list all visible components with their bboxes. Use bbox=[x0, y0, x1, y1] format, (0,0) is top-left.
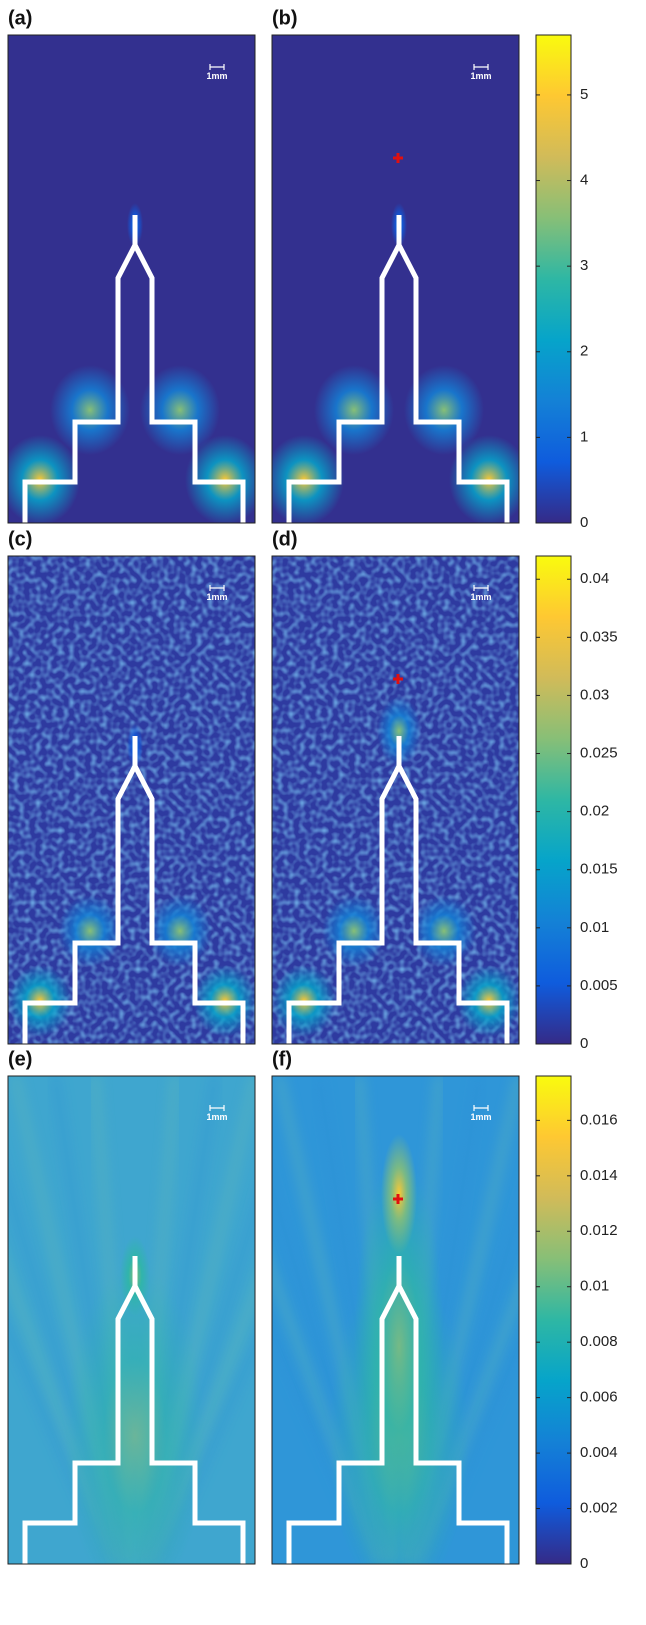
panel: 1mm bbox=[7, 1075, 256, 1565]
noise bbox=[272, 556, 519, 1044]
colorbar bbox=[535, 555, 572, 1045]
colorbar-tick-label: 0.016 bbox=[580, 1111, 618, 1128]
colorbar-tick-label: 0.03 bbox=[580, 686, 609, 703]
colorbar-tick-label: 0 bbox=[580, 1555, 588, 1572]
colorbar-tick-label: 4 bbox=[580, 172, 588, 189]
glow bbox=[65, 1266, 205, 1564]
colorbar bbox=[535, 1075, 572, 1565]
blob bbox=[322, 895, 386, 967]
frame bbox=[7, 1075, 256, 1565]
vessel bbox=[22, 736, 246, 1044]
colorbar-tick-label: 0.005 bbox=[580, 977, 618, 994]
panel: 1mm bbox=[271, 34, 520, 524]
frame bbox=[271, 555, 520, 1045]
panel-label: (b) bbox=[272, 7, 298, 29]
blob bbox=[314, 365, 394, 455]
scale-label: 1mm bbox=[470, 71, 491, 81]
blob bbox=[148, 895, 212, 967]
colorbar-tick-label: 0.015 bbox=[580, 861, 618, 878]
blob bbox=[58, 895, 122, 967]
scale-label: 1mm bbox=[470, 1112, 491, 1122]
colorbar-tick-label: 0.02 bbox=[580, 803, 609, 820]
blob bbox=[449, 435, 519, 523]
panel: 1mm bbox=[271, 1075, 520, 1565]
heatmap-image bbox=[272, 35, 519, 523]
scale-bar bbox=[209, 1105, 225, 1111]
colorbar-tick-label: 0.006 bbox=[580, 1389, 618, 1406]
panel-label: (a) bbox=[8, 7, 32, 29]
heatmap-image bbox=[8, 556, 255, 1044]
panel-label: (c) bbox=[8, 528, 32, 550]
frame bbox=[271, 1075, 520, 1565]
scale-bar bbox=[209, 585, 225, 591]
heatmap-image bbox=[272, 1076, 519, 1564]
panel-label: (f) bbox=[272, 1048, 292, 1070]
colorbar bbox=[535, 34, 572, 524]
heatmap-image bbox=[8, 35, 255, 523]
scale-label: 1mm bbox=[470, 592, 491, 602]
vessel bbox=[286, 736, 510, 1044]
blob bbox=[140, 365, 220, 455]
colorbar-tick-label: 0.025 bbox=[580, 744, 618, 761]
panel: 1mm bbox=[271, 555, 520, 1045]
scale-label: 1mm bbox=[206, 592, 227, 602]
frame bbox=[7, 34, 256, 524]
colorbar-tick-label: 1 bbox=[580, 428, 588, 445]
colorbar-tick-label: 0.002 bbox=[580, 1500, 618, 1517]
heatmap-image bbox=[8, 1076, 255, 1564]
scale-label: 1mm bbox=[206, 71, 227, 81]
vessel bbox=[22, 1256, 246, 1564]
colorbar-tick-label: 0.01 bbox=[580, 1278, 609, 1295]
colorbar-tick-label: 0 bbox=[580, 1035, 588, 1052]
scale-bar bbox=[473, 1105, 489, 1111]
scale-bar bbox=[473, 64, 489, 70]
blob bbox=[404, 365, 484, 455]
colorbar-tick-label: 0.008 bbox=[580, 1333, 618, 1350]
vessel bbox=[22, 215, 246, 523]
frame bbox=[271, 34, 520, 524]
colorbar-tick-label: 0.01 bbox=[580, 919, 609, 936]
blob bbox=[412, 895, 476, 967]
colorbar-tick-label: 0 bbox=[580, 514, 588, 531]
colorbar-tick-label: 3 bbox=[580, 257, 588, 274]
colorbar-tick-label: 2 bbox=[580, 343, 588, 360]
vessel bbox=[286, 1256, 510, 1564]
heatmap-image bbox=[272, 556, 519, 1044]
blob bbox=[354, 1156, 444, 1536]
scale-bar bbox=[209, 64, 225, 70]
colorbar-tick-label: 0.014 bbox=[580, 1167, 618, 1184]
blob bbox=[377, 696, 421, 766]
blob bbox=[50, 365, 130, 455]
colorbar-tick-label: 0.035 bbox=[580, 628, 618, 645]
colorbar-tick-label: 0.012 bbox=[580, 1222, 618, 1239]
scale-bar bbox=[473, 585, 489, 591]
blob bbox=[185, 435, 255, 523]
colorbar-tick-label: 5 bbox=[580, 86, 588, 103]
panel-label: (d) bbox=[272, 528, 298, 550]
panel: 1mm bbox=[7, 555, 256, 1045]
noise bbox=[8, 556, 255, 1044]
frame bbox=[7, 555, 256, 1045]
panel-label: (e) bbox=[8, 1048, 32, 1070]
colorbar-tick-label: 0.004 bbox=[580, 1444, 618, 1461]
vessel bbox=[286, 215, 510, 523]
colorbar-tick-label: 0.04 bbox=[580, 570, 609, 587]
panel: 1mm bbox=[7, 34, 256, 524]
scale-label: 1mm bbox=[206, 1112, 227, 1122]
